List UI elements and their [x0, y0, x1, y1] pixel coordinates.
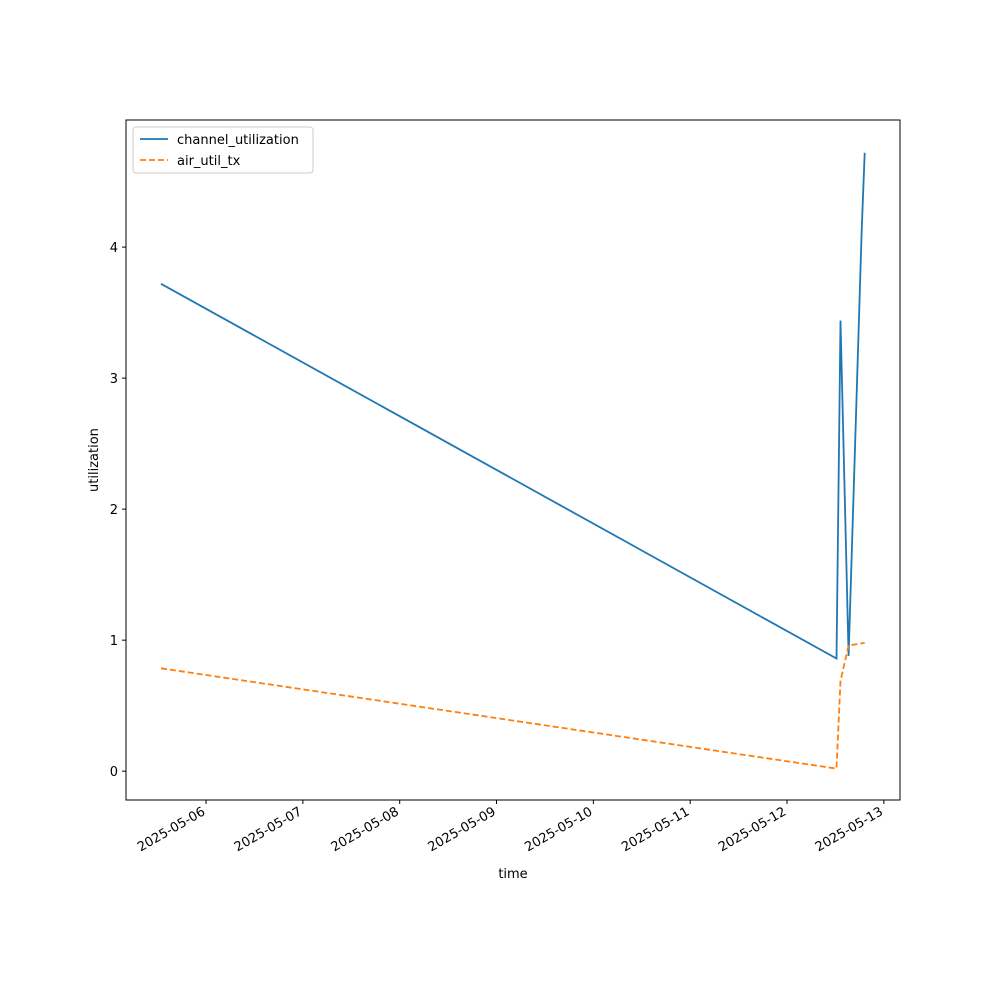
x-tick-label: 2025-05-07 [232, 804, 305, 855]
series-line [160, 152, 866, 661]
x-tick-label: 2025-05-11 [619, 804, 692, 855]
legend-label: air_util_tx [177, 154, 241, 169]
legend-box [132, 126, 314, 174]
x-axis-label: time [498, 867, 527, 882]
x-tick-label: 2025-05-12 [716, 804, 789, 855]
y-tick-label: 1 [110, 634, 118, 649]
x-tick-label: 2025-05-09 [426, 804, 499, 855]
y-tick-label: 0 [110, 765, 118, 780]
y-tick-label: 3 [110, 372, 118, 387]
legend-label: channel_utilization [177, 133, 299, 148]
x-tick-label: 2025-05-08 [329, 804, 402, 855]
x-tick-label: 2025-05-10 [522, 804, 595, 855]
legend: channel_utilization air_util_tx [132, 126, 314, 174]
series-line [160, 641, 865, 770]
y-axis-label: utilization [87, 428, 102, 492]
plot-frame [125, 119, 901, 801]
y-tick-label: 2 [110, 503, 118, 518]
y-tick-label: 4 [110, 241, 118, 256]
x-tick-label: 2025-05-13 [813, 804, 886, 855]
x-tick-label: 2025-05-06 [135, 804, 208, 855]
